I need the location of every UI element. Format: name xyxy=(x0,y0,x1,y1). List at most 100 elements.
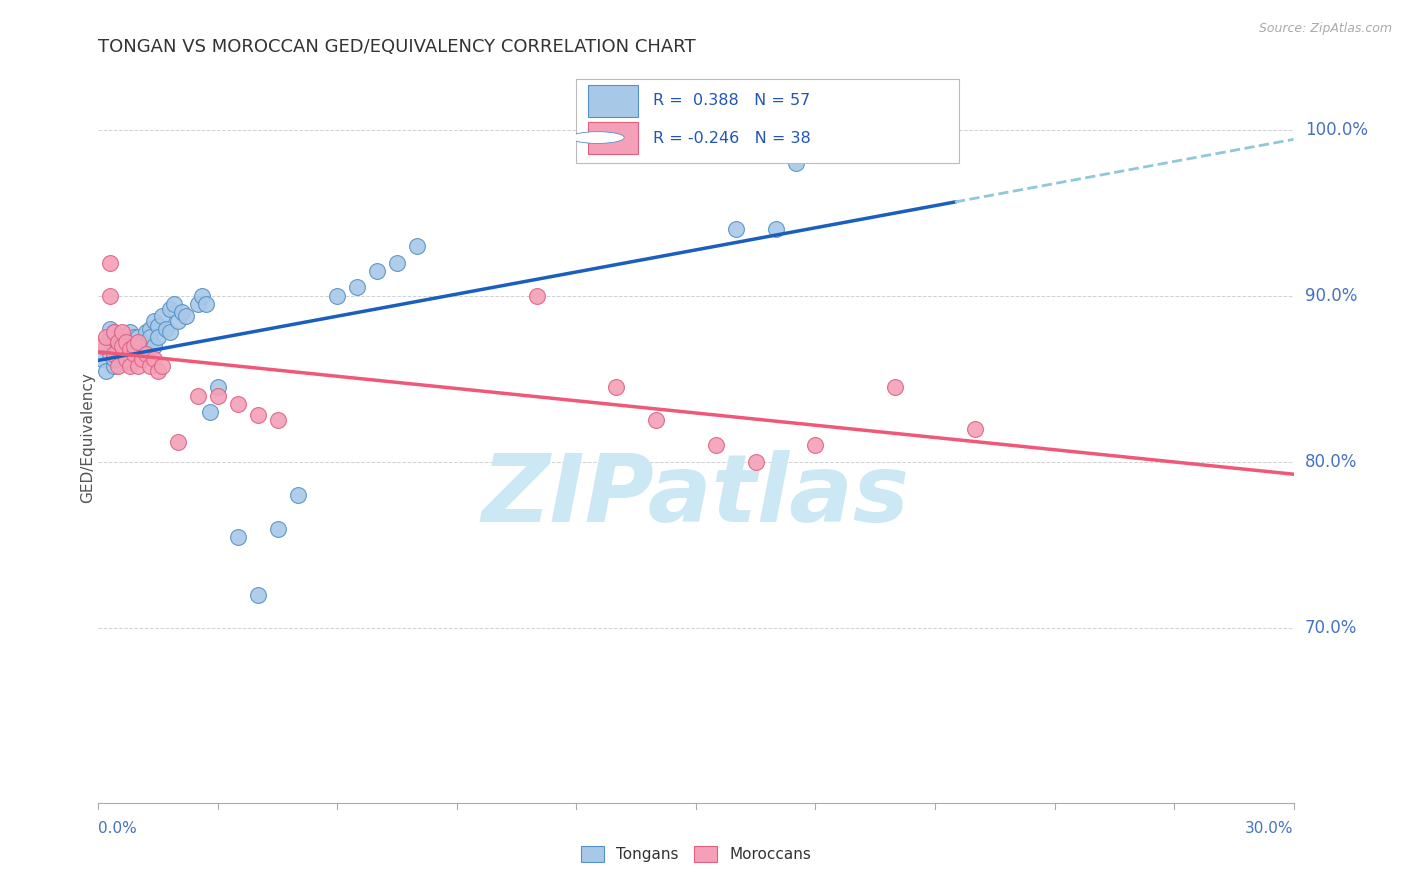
Circle shape xyxy=(571,132,624,144)
Point xyxy=(107,335,129,350)
Point xyxy=(745,455,768,469)
Point xyxy=(150,309,173,323)
Point xyxy=(605,380,627,394)
Point xyxy=(191,289,214,303)
Point xyxy=(143,314,166,328)
Point xyxy=(150,359,173,373)
Point xyxy=(159,301,181,316)
Text: 100.0%: 100.0% xyxy=(1305,120,1368,138)
Point xyxy=(107,351,129,366)
Point xyxy=(127,335,149,350)
Point xyxy=(98,330,122,344)
Text: R = -0.246   N = 38: R = -0.246 N = 38 xyxy=(652,131,811,146)
Point xyxy=(120,326,142,340)
Point xyxy=(98,255,122,269)
Point xyxy=(91,351,114,366)
Text: 90.0%: 90.0% xyxy=(1305,287,1357,305)
Point xyxy=(148,363,170,377)
Text: 80.0%: 80.0% xyxy=(1305,453,1357,471)
Point xyxy=(207,388,229,402)
Point xyxy=(111,330,134,344)
Text: Source: ZipAtlas.com: Source: ZipAtlas.com xyxy=(1258,22,1392,36)
Point xyxy=(174,309,197,323)
Point xyxy=(704,438,727,452)
Point xyxy=(115,334,138,348)
Point xyxy=(111,338,134,352)
Point xyxy=(366,264,388,278)
Point xyxy=(172,305,194,319)
Point xyxy=(135,338,157,352)
Point xyxy=(124,330,146,344)
Point xyxy=(98,347,122,361)
Point xyxy=(111,338,134,352)
Point xyxy=(131,351,153,366)
Point xyxy=(163,297,186,311)
Point xyxy=(103,338,125,352)
Bar xyxy=(588,122,638,154)
Point xyxy=(326,289,349,303)
Point xyxy=(96,330,118,344)
Point xyxy=(526,289,548,303)
Point xyxy=(98,322,122,336)
Point xyxy=(103,359,125,373)
Point xyxy=(115,351,138,366)
Point xyxy=(765,222,787,236)
Point xyxy=(385,255,409,269)
Point xyxy=(127,359,149,373)
Point xyxy=(143,338,166,352)
Point xyxy=(103,351,125,366)
Point xyxy=(115,335,138,350)
Point xyxy=(226,397,249,411)
Point xyxy=(167,435,190,450)
Point xyxy=(91,338,114,352)
Point xyxy=(406,239,429,253)
Text: 30.0%: 30.0% xyxy=(1246,821,1294,836)
Point xyxy=(287,488,309,502)
Point xyxy=(187,297,209,311)
Point xyxy=(155,322,177,336)
Point xyxy=(785,155,807,169)
Point xyxy=(135,347,157,361)
Point xyxy=(194,297,218,311)
Point xyxy=(267,521,290,535)
Point xyxy=(98,289,122,303)
Point xyxy=(124,347,146,361)
Point xyxy=(115,347,138,361)
Text: 0.0%: 0.0% xyxy=(98,821,138,836)
Point xyxy=(111,326,134,340)
Point xyxy=(120,355,142,369)
Point xyxy=(107,359,129,373)
Point xyxy=(226,530,249,544)
Text: TONGAN VS MOROCCAN GED/EQUIVALENCY CORRELATION CHART: TONGAN VS MOROCCAN GED/EQUIVALENCY CORRE… xyxy=(98,38,696,56)
Point xyxy=(148,330,170,344)
Bar xyxy=(588,85,638,117)
Point xyxy=(96,363,118,377)
Point xyxy=(884,380,907,394)
Legend: Tongans, Moroccans: Tongans, Moroccans xyxy=(575,840,817,868)
Point xyxy=(246,588,269,602)
Point xyxy=(107,335,129,350)
Point xyxy=(346,280,368,294)
Point xyxy=(148,318,170,333)
Point xyxy=(804,438,827,452)
Point xyxy=(107,342,129,356)
Point xyxy=(267,413,290,427)
Point xyxy=(120,342,142,356)
Point xyxy=(187,388,209,402)
Point xyxy=(103,326,125,340)
Point xyxy=(127,330,149,344)
Point xyxy=(135,326,157,340)
Point xyxy=(103,326,125,340)
Point xyxy=(103,347,125,361)
Point xyxy=(207,380,229,394)
Point xyxy=(963,422,986,436)
Point xyxy=(143,351,166,366)
Point xyxy=(724,222,747,236)
Y-axis label: GED/Equivalency: GED/Equivalency xyxy=(80,372,94,502)
Point xyxy=(198,405,221,419)
Point xyxy=(124,338,146,352)
Point xyxy=(246,409,269,423)
Point xyxy=(159,326,181,340)
Point xyxy=(131,347,153,361)
Point xyxy=(120,359,142,373)
